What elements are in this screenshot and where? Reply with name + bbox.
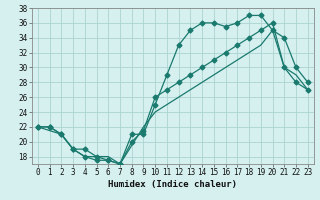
X-axis label: Humidex (Indice chaleur): Humidex (Indice chaleur) bbox=[108, 180, 237, 189]
